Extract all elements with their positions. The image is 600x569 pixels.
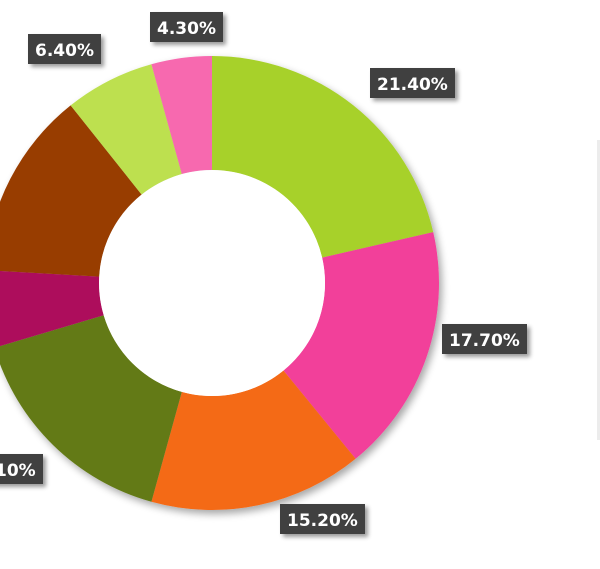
data-label-2: 17.70% <box>442 324 527 354</box>
data-labels: 21.40% 17.70% 15.20% 6.40% 4.30% 10% <box>0 12 527 534</box>
donut-slice-5 <box>0 270 104 347</box>
right-edge-divider <box>597 140 600 440</box>
donut-slices <box>0 56 439 510</box>
donut-slice-8 <box>151 56 212 175</box>
svg-text:21.40%: 21.40% <box>377 75 448 95</box>
donut-hole <box>99 170 325 396</box>
svg-text:10%: 10% <box>0 461 36 481</box>
data-label-1: 21.40% <box>370 68 455 98</box>
svg-text:15.20%: 15.20% <box>287 511 358 531</box>
data-label-7: 6.40% <box>28 34 101 64</box>
svg-text:4.30%: 4.30% <box>157 19 216 39</box>
data-label-partial: 10% <box>0 454 43 484</box>
svg-text:6.40%: 6.40% <box>35 41 94 61</box>
donut-slice-2 <box>283 232 439 459</box>
donut-slice-6 <box>0 105 142 277</box>
data-label-3: 15.20% <box>280 504 365 534</box>
donut-slice-3 <box>151 370 356 510</box>
data-label-8: 4.30% <box>150 12 223 42</box>
svg-text:17.70%: 17.70% <box>449 331 520 351</box>
donut-slice-4 <box>0 315 182 502</box>
donut-slice-7 <box>70 64 182 195</box>
donut-slice-1 <box>212 56 434 258</box>
